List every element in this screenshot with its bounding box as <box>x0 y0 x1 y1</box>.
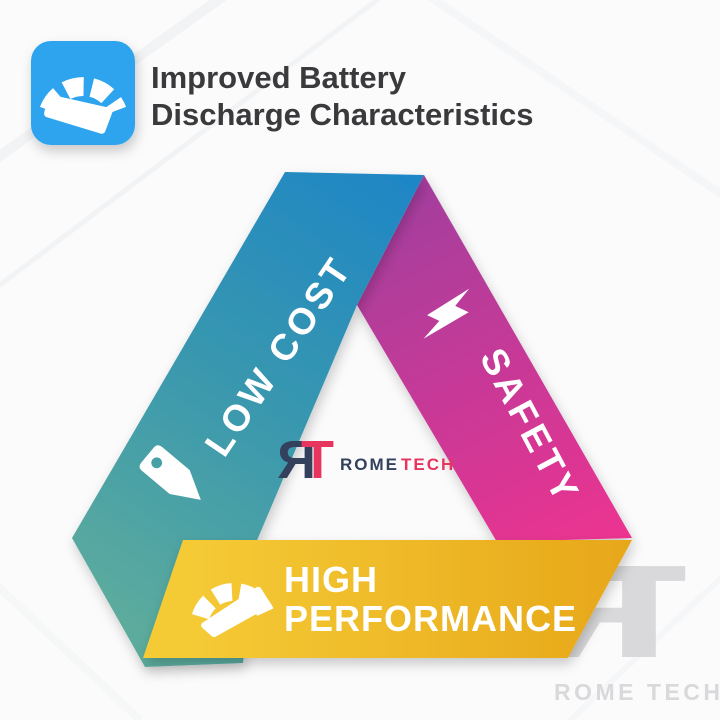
logo-monogram-r: R <box>277 430 316 490</box>
low-cost-ribbon-shape <box>72 172 424 667</box>
header-title-line2: Discharge Characteristics <box>151 97 534 132</box>
watermark-brand-text: ROME TECH <box>554 679 720 705</box>
gauge-icon <box>48 87 118 134</box>
high-performance-ribbon-shape <box>143 540 632 658</box>
logo-monogram-t: T <box>301 430 334 490</box>
high-performance-label-line2: PERFORMANCE <box>284 598 577 639</box>
safety-ribbon-shape <box>357 175 632 542</box>
logo-brand-word2: TECH <box>401 455 455 474</box>
gauge-icon <box>199 590 269 638</box>
high-performance-label-line1: HIGH <box>284 559 378 600</box>
lightning-bolt-icon <box>423 288 470 339</box>
logo-brand-word1: ROME <box>340 455 399 474</box>
center-brand-logo: R T ROME TECH <box>277 430 455 490</box>
header-title-line1: Improved Battery <box>151 60 407 95</box>
high-performance-ribbon: HIGH PERFORMANCE <box>143 540 632 658</box>
safety-ribbon: SAFETY <box>357 175 632 542</box>
price-tag-icon <box>139 445 201 500</box>
header: Improved Battery Discharge Characteristi… <box>31 41 534 145</box>
